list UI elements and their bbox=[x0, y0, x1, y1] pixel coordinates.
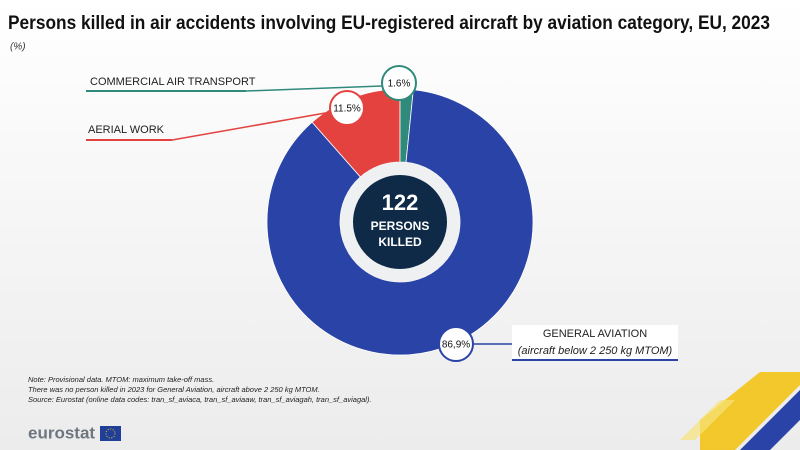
decor bbox=[680, 400, 735, 440]
total-label: PERSONS bbox=[371, 219, 430, 233]
decor bbox=[700, 372, 800, 450]
value-label: 86,9% bbox=[442, 340, 470, 351]
total: 122 bbox=[382, 190, 419, 215]
plot: 122 PERSONS KILLED AERIAL WORK 11.5% COMMERCI… bbox=[86, 65, 678, 362]
note: Note: Provisional data. MTOM: maximum ta… bbox=[28, 375, 214, 384]
note: There was no person killed in 2023 for G… bbox=[28, 385, 320, 394]
category-label: GENERAL AVIATION bbox=[543, 328, 647, 340]
category-label: COMMERCIAL AIR TRANSPORT bbox=[90, 76, 256, 88]
center-disc bbox=[353, 175, 447, 269]
label-box bbox=[512, 325, 678, 360]
category-note: (aircraft below 2 250 kg MTOM) bbox=[518, 345, 673, 357]
chart-title: Persons killed in air accidents involvin… bbox=[8, 13, 770, 34]
chart-subtitle: (%) bbox=[10, 42, 26, 53]
total-label: KILLED bbox=[378, 235, 422, 249]
decor bbox=[740, 390, 800, 450]
category-label: AERIAL WORK bbox=[88, 124, 165, 136]
value-label: 11.5% bbox=[333, 104, 361, 115]
logo: eurostat bbox=[28, 423, 95, 442]
value-bubble bbox=[438, 326, 474, 362]
connector bbox=[245, 85, 383, 92]
value-bubble bbox=[329, 90, 365, 126]
value-label: 1.6% bbox=[388, 79, 411, 90]
connector bbox=[171, 111, 332, 141]
eu-stars bbox=[105, 428, 116, 439]
note: Source: Eurostat (online data codes: tra… bbox=[28, 395, 372, 404]
value-bubble bbox=[381, 65, 417, 101]
eu-flag bbox=[100, 426, 121, 441]
